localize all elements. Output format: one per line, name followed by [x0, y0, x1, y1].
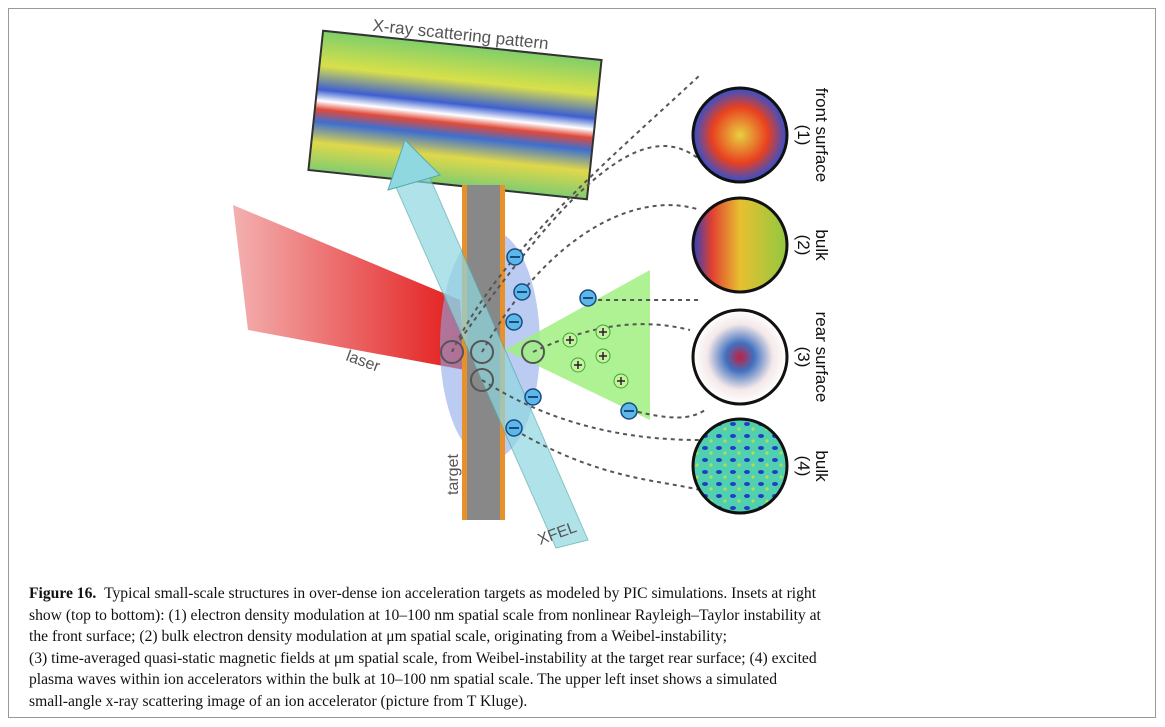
- figure-frame: [8, 8, 1156, 718]
- caption-line: (3) time-averaged quasi-static magnetic …: [29, 648, 1139, 670]
- dashed-links: [451, 74, 706, 491]
- caption-text: small-angle x-ray scattering image of an…: [29, 692, 528, 710]
- plus-signs: [566, 328, 625, 385]
- inset-number: (1): [794, 125, 813, 146]
- regions: [440, 340, 545, 392]
- caption-line: Figure 16. Typical small-scale structure…: [29, 583, 1139, 605]
- scattering-pattern: [307, 29, 603, 201]
- caption-line: the front surface; (2) bulk electron den…: [29, 626, 1139, 648]
- caption-line: plasma waves within ion accelerators wit…: [29, 669, 1139, 691]
- minus-signs: [509, 256, 634, 429]
- inset-label: rear surface: [812, 312, 831, 403]
- caption-text: (3) time-averaged quasi-static magnetic …: [29, 649, 817, 667]
- inset-number: (3): [794, 347, 813, 368]
- inset-label: bulk: [812, 229, 831, 261]
- caption-line: small-angle x-ray scattering image of an…: [29, 691, 1139, 713]
- laser-beam: [233, 205, 465, 370]
- caption-text: the front surface; (2) bulk electron den…: [29, 628, 727, 645]
- inset-label: bulk: [812, 450, 831, 482]
- caption-text: plasma waves within ion accelerators wit…: [29, 671, 778, 688]
- target-front: [462, 185, 467, 520]
- caption: Figure 16. Typical small-scale structure…: [29, 583, 1139, 712]
- xfel-arrow: [387, 139, 441, 191]
- caption-label: Figure 16.: [29, 585, 97, 602]
- caption-text: show (top to bottom): (1) electron densi…: [29, 606, 821, 624]
- caption-line: show (top to bottom): (1) electron densi…: [29, 605, 1139, 627]
- inset-label: front surface: [812, 88, 831, 183]
- insets: [691, 86, 789, 515]
- inset-number: (2): [794, 235, 813, 256]
- target-label: target: [445, 454, 462, 495]
- inset-number: (4): [794, 456, 813, 477]
- caption-text: Typical small-scale structures in over-d…: [104, 585, 817, 602]
- diagram: X-ray scattering pattern laser XFEL targ…: [233, 16, 831, 549]
